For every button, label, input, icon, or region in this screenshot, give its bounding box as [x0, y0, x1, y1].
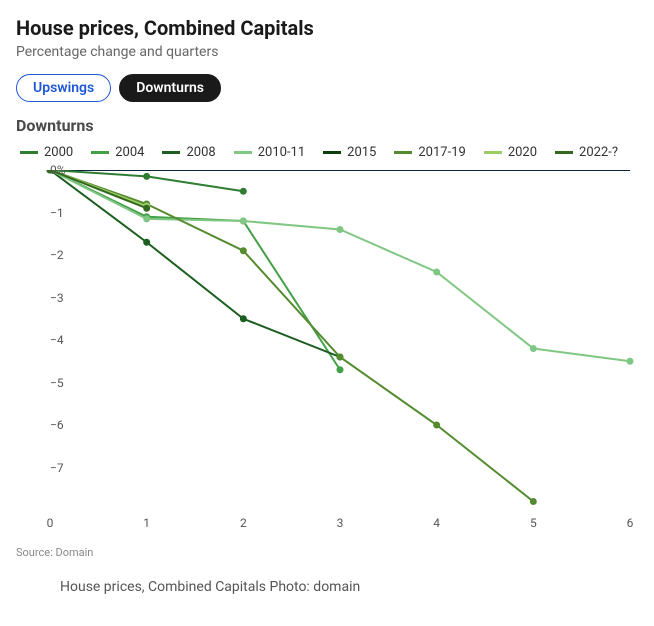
- legend-item: 2008: [162, 145, 215, 160]
- chart-source: Source: Domain: [16, 546, 638, 559]
- y-axis-label: −3: [50, 291, 56, 305]
- series-point: [337, 354, 344, 361]
- series-point: [143, 239, 150, 246]
- legend-swatch: [91, 151, 109, 154]
- x-axis-label: 2: [240, 510, 247, 530]
- legend-swatch: [162, 151, 180, 154]
- x-axis-label: 1: [143, 510, 150, 530]
- legend-item: 2004: [91, 145, 144, 160]
- series-point: [240, 188, 247, 195]
- tab-upswings[interactable]: Upswings: [16, 74, 111, 102]
- series-point: [143, 215, 150, 222]
- legend-item: 2020: [484, 145, 537, 160]
- series-point: [143, 173, 150, 180]
- legend-item: 2000: [20, 145, 73, 160]
- series-point: [143, 205, 150, 212]
- legend-label: 2015: [347, 145, 376, 160]
- section-title: Downturns: [16, 116, 638, 135]
- series-point: [337, 366, 344, 373]
- legend-swatch: [394, 151, 412, 154]
- legend-label: 2020: [508, 145, 537, 160]
- legend-swatch: [20, 151, 38, 154]
- legend-label: 2017-19: [418, 145, 465, 160]
- chart-subtitle: Percentage change and quarters: [16, 44, 638, 60]
- tab-downturns[interactable]: Downturns: [119, 74, 221, 102]
- legend-label: 2022-?: [579, 145, 618, 160]
- y-axis-label: −6: [50, 418, 56, 432]
- series-point: [433, 269, 440, 276]
- legend-label: 2000: [44, 145, 73, 160]
- y-axis-label: −7: [50, 461, 56, 475]
- x-axis-label: 3: [337, 510, 344, 530]
- legend-item: 2010-11: [234, 145, 305, 160]
- x-axis-label: 0: [47, 510, 54, 530]
- y-axis-label: −4: [50, 333, 56, 347]
- series-point: [530, 345, 537, 352]
- chart-plot-area: 0%−1−2−3−4−5−6−70123456: [16, 170, 634, 520]
- series-line: [50, 170, 340, 357]
- legend-label: 2008: [186, 145, 215, 160]
- legend-label: 2004: [115, 145, 144, 160]
- x-axis-label: 6: [627, 510, 634, 530]
- y-axis-label: −5: [50, 376, 56, 390]
- x-axis-label: 5: [530, 510, 537, 530]
- chart-caption: House prices, Combined Capitals Photo: d…: [16, 579, 638, 595]
- legend-swatch: [555, 151, 573, 154]
- tabs: Upswings Downturns: [16, 74, 638, 102]
- series-point: [240, 247, 247, 254]
- y-axis-label: −2: [50, 248, 56, 262]
- chart-legend: 2000 2004 2008 2010-11 2015 2017-19 2020 2022-?: [16, 145, 638, 160]
- legend-swatch: [484, 151, 502, 154]
- legend-swatch: [323, 151, 341, 154]
- y-axis-label: 0%: [50, 163, 56, 177]
- legend-item: 2017-19: [394, 145, 465, 160]
- legend-item: 2015: [323, 145, 376, 160]
- chart-title: House prices, Combined Capitals: [16, 16, 638, 40]
- series-point: [337, 226, 344, 233]
- series-line: [50, 170, 630, 361]
- line-chart-svg: [16, 170, 634, 520]
- series-point: [240, 315, 247, 322]
- legend-label: 2010-11: [258, 145, 305, 160]
- legend-item: 2022-?: [555, 145, 618, 160]
- series-point: [433, 422, 440, 429]
- legend-swatch: [234, 151, 252, 154]
- x-axis-label: 4: [433, 510, 440, 530]
- y-axis-label: −1: [50, 206, 56, 220]
- series-line: [50, 170, 533, 502]
- series-point: [240, 218, 247, 225]
- series-point: [627, 358, 634, 365]
- series-point: [530, 498, 537, 505]
